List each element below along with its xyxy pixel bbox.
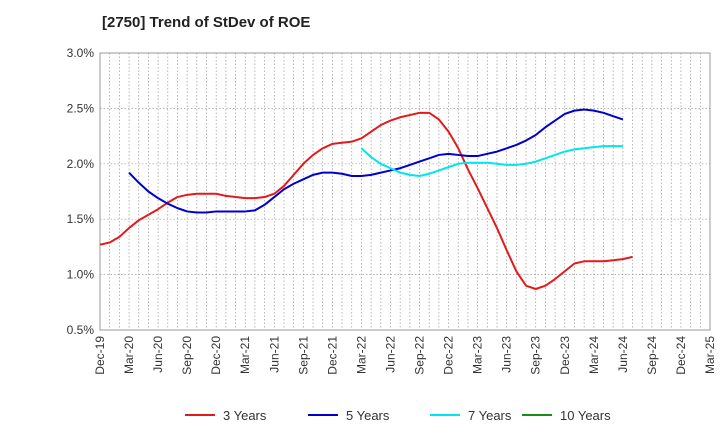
- x-tick-label: Mar-21: [238, 336, 252, 374]
- y-tick-label: 0.5%: [67, 323, 95, 337]
- x-tick-label: Sep-24: [645, 336, 659, 375]
- grid-lines: [100, 53, 710, 330]
- series-lines: [99, 108, 633, 290]
- axes: [99, 52, 711, 331]
- x-tick-label: Dec-22: [442, 336, 456, 375]
- y-tick-label: 1.0%: [67, 268, 95, 282]
- x-tick-label: Dec-24: [674, 336, 688, 375]
- y-tick-label: 2.5%: [67, 101, 95, 115]
- x-tick-label: Mar-25: [703, 336, 717, 374]
- x-tick-label: Dec-19: [93, 336, 107, 375]
- y-tick-labels: 0.5% 1.0% 1.5% 2.0% 2.5% 3.0%: [67, 46, 95, 337]
- x-tick-label: Dec-21: [325, 336, 339, 375]
- x-tick-label: Sep-23: [529, 336, 543, 375]
- legend-label: 3 Years: [223, 408, 267, 423]
- x-tick-label: Mar-23: [471, 336, 485, 374]
- x-tick-labels: Dec-19 Mar-20 Jun-20 Sep-20 Dec-20 Mar-21 Jun-…: [93, 336, 717, 375]
- x-tick-label: Dec-23: [558, 336, 572, 375]
- x-tick-label: Jun-21: [267, 336, 281, 373]
- x-tick-label: Jun-22: [383, 336, 397, 373]
- legend-label: 7 Years: [468, 408, 512, 423]
- x-tick-label: Mar-24: [587, 336, 601, 374]
- x-tick-label: Mar-22: [354, 336, 368, 374]
- x-tick-label: Jun-24: [616, 336, 630, 373]
- y-tick-label: 2.0%: [67, 157, 95, 171]
- legend-label: 5 Years: [346, 408, 390, 423]
- x-tick-label: Sep-21: [296, 336, 310, 375]
- y-tick-label: 1.5%: [67, 212, 95, 226]
- series-line-7-years: [360, 145, 623, 177]
- series-line-3-years: [99, 111, 633, 290]
- legend-label: 10 Years: [560, 408, 611, 423]
- plot-frame: [99, 52, 711, 331]
- x-tick-label: Jun-23: [500, 336, 514, 373]
- x-tick-label: Jun-20: [151, 336, 165, 373]
- x-tick-label: Dec-20: [209, 336, 223, 375]
- x-tick-label: Sep-20: [180, 336, 194, 375]
- legend: 3 Years 5 Years 7 Years 10 Years: [185, 408, 611, 423]
- y-tick-label: 3.0%: [67, 46, 95, 60]
- chart-title: [2750] Trend of StDev of ROE: [102, 14, 311, 31]
- x-tick-label: Mar-20: [122, 336, 136, 374]
- series-line-5-years: [128, 108, 624, 214]
- x-tick-label: Sep-22: [413, 336, 427, 375]
